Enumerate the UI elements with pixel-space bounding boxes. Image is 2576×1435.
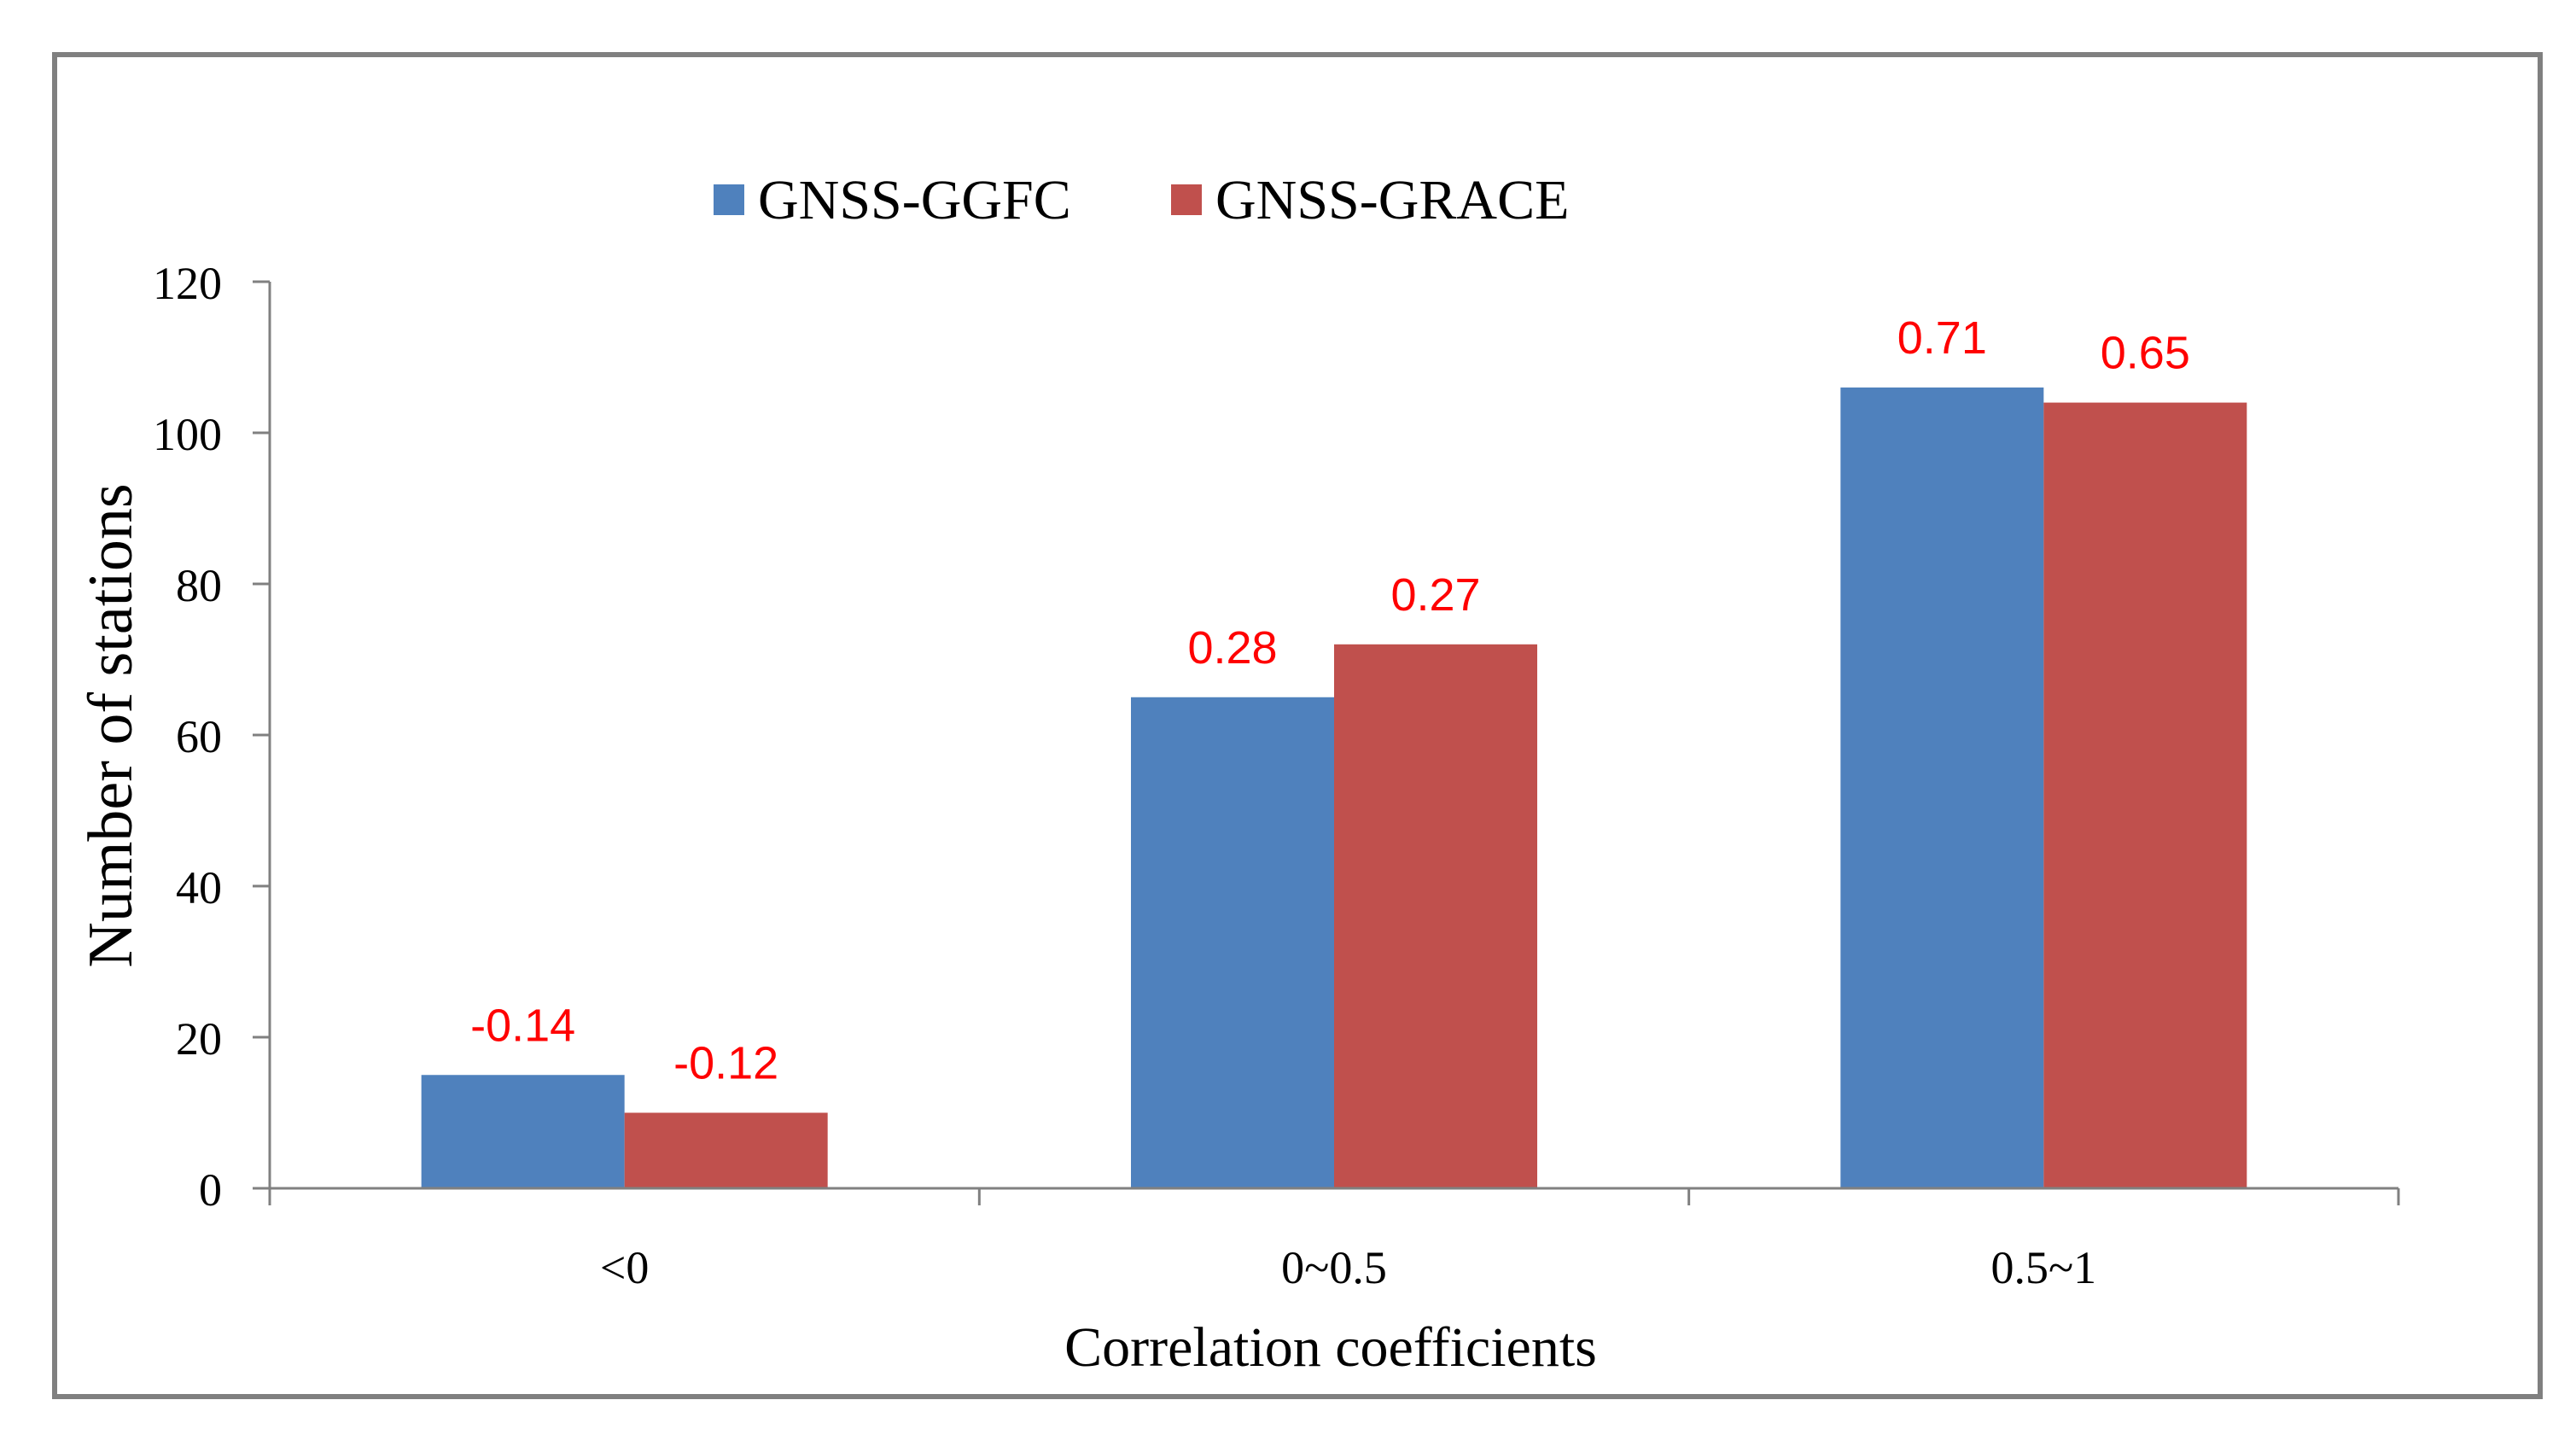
x-tick-label-1: 0~0.5 (1281, 1242, 1387, 1293)
y-tick-label-5: 100 (153, 409, 222, 460)
legend-swatch-gnss-grace (1171, 184, 1202, 215)
y-tick-label-0: 0 (199, 1164, 222, 1216)
x-tick-label-0: <0 (600, 1242, 649, 1293)
bar-gnss-ggfc-1 (1131, 697, 1334, 1188)
y-axis-title: Number of stations (76, 483, 146, 967)
y-tick-label-3: 60 (176, 711, 222, 762)
y-tick-label-4: 80 (176, 560, 222, 611)
y-tick-label-2: 40 (176, 862, 222, 913)
bar-gnss-grace-1 (1334, 644, 1537, 1188)
data-label-gnss-grace-1: 0.27 (1390, 569, 1480, 621)
data-label-gnss-ggfc-0: -0.14 (470, 1000, 575, 1051)
data-label-gnss-ggfc-1: 0.28 (1187, 622, 1277, 674)
y-tick-label-6: 120 (153, 258, 222, 309)
legend-swatch-gnss-ggfc (714, 184, 744, 215)
data-label-gnss-grace-0: -0.12 (673, 1038, 778, 1089)
plot-area: -0.14 0.28 0.71 -0.12 0.27 0.65 0 20 40 60 80 100 12… (153, 258, 2400, 1293)
legend-label-gnss-grace: GNSS-GRACE (1215, 169, 1569, 231)
bar-gnss-ggfc-2 (1840, 387, 2044, 1188)
data-label-gnss-ggfc-2: 0.71 (1897, 312, 1987, 364)
legend-label-gnss-ggfc: GNSS-GGFC (758, 169, 1071, 231)
bar-gnss-grace-2 (2043, 402, 2247, 1189)
x-axis-title: Correlation coefficients (1064, 1316, 1597, 1379)
x-tick-label-2: 0.5~1 (1990, 1242, 2096, 1293)
bar-gnss-ggfc-0 (421, 1075, 625, 1188)
data-label-gnss-grace-2: 0.65 (2101, 328, 2190, 379)
bar-gnss-grace-0 (624, 1112, 828, 1188)
legend: GNSS-GGFC GNSS-GRACE (714, 169, 1569, 231)
y-tick-label-1: 20 (176, 1013, 222, 1065)
